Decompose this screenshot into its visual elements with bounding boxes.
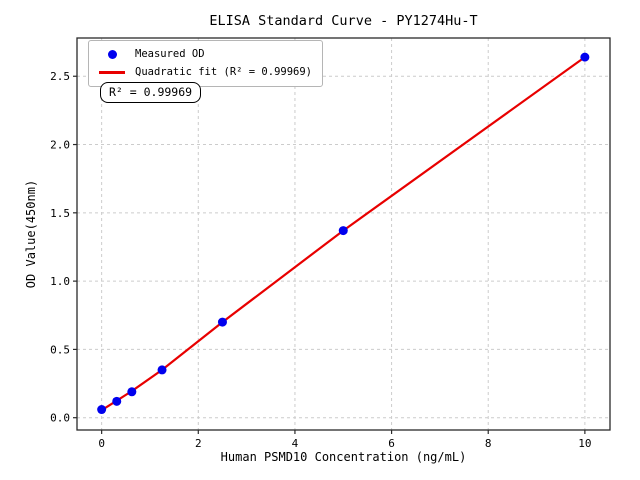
x-axis-label: Human PSMD10 Concentration (ng/mL) [220,450,467,464]
y-tick-label: 2.0 [50,139,70,152]
y-tick-label: 0.0 [50,412,70,425]
legend-label-quadratic-fit: Quadratic fit (R² = 0.99969) [135,66,313,78]
legend: Measured OD Quadratic fit (R² = 0.99969) [88,40,324,87]
y-axis-label: OD Value(450nm) [24,179,38,289]
chart-title: ELISA Standard Curve - PY1274Hu-T [209,13,478,29]
y-tick-label: 0.5 [50,343,70,356]
data-point [580,52,590,62]
y-tick-label: 1.5 [50,207,70,220]
y-tick-label: 2.5 [50,70,70,83]
y-tick-label: 1.0 [50,275,70,288]
r-squared-annotation: R² = 0.99969 [100,82,202,103]
data-point [112,396,122,406]
data-point [127,387,137,397]
plot-border [76,37,611,431]
x-tick-label: 2 [195,437,202,450]
x-tick-label: 6 [388,437,395,450]
x-tick-label: 10 [578,437,591,450]
legend-item-measured-od: Measured OD [97,45,312,63]
quadratic-fit-line-icon [99,70,125,74]
legend-label-measured-od: Measured OD [135,48,205,60]
data-point [157,365,167,375]
data-point [217,317,227,327]
x-tick-label: 8 [485,437,492,450]
data-point [338,226,348,236]
data-point [97,405,107,415]
measured-od-dot-icon [107,49,117,59]
x-tick-label: 0 [98,437,105,450]
legend-item-quadratic-fit: Quadratic fit (R² = 0.99969) [97,63,312,81]
x-tick-label: 4 [292,437,299,450]
